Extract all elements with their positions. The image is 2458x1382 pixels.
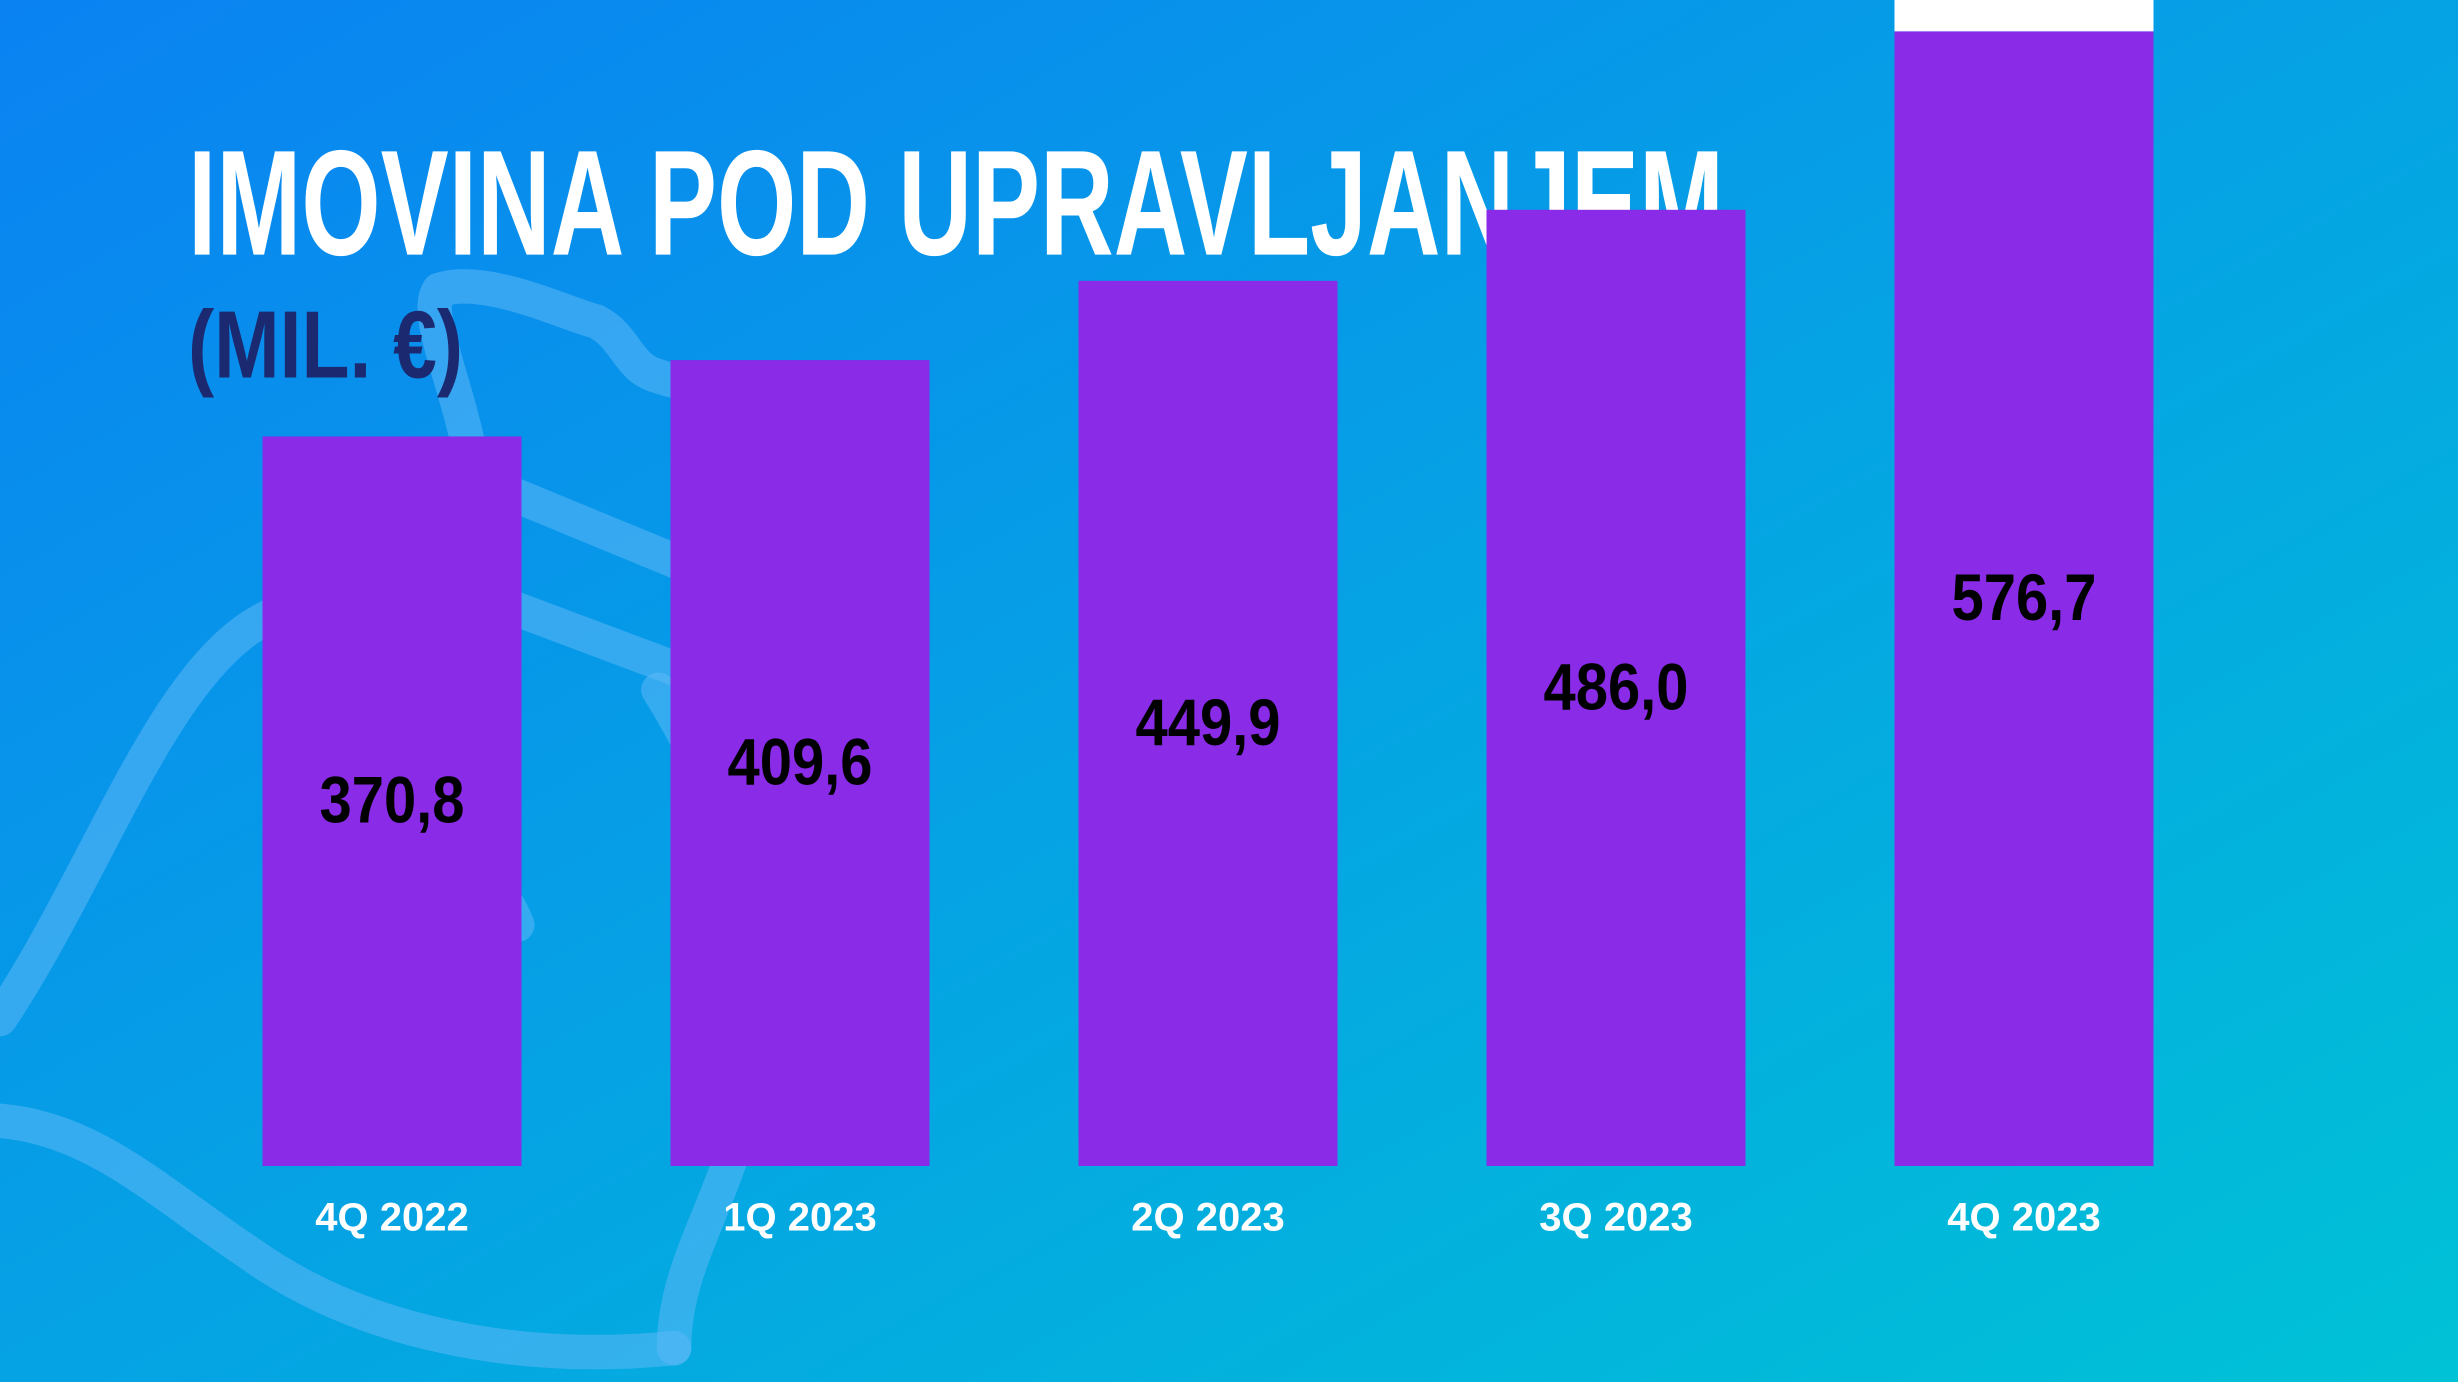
x-tick-label: 2Q 2023 (1131, 1196, 1284, 1240)
bar-segment (1078, 280, 1338, 1166)
bar-segment (1894, 0, 2154, 32)
bar-segment (1486, 209, 1746, 1167)
x-tick-label: 4Q 2023 (1947, 1196, 2100, 1240)
bar-segment (670, 360, 930, 1166)
value-label: 449,9 (1136, 685, 1281, 759)
chart-subtitle: (MIL. €) (188, 291, 463, 398)
x-tick-label: 4Q 2022 (315, 1196, 468, 1240)
x-tick-label: 3Q 2023 (1539, 1196, 1692, 1240)
x-tick-label: 1Q 2023 (723, 1196, 876, 1240)
value-label: 409,6 (728, 724, 873, 798)
bar-segment (1894, 31, 2154, 1166)
value-label: 486,0 (1544, 649, 1689, 723)
bar-segment (262, 436, 522, 1166)
chart-title: IMOVINA POD UPRAVLJANJEM (188, 119, 1724, 287)
value-label: 576,7 (1952, 560, 2097, 634)
value-label: 370,8 (320, 763, 465, 837)
